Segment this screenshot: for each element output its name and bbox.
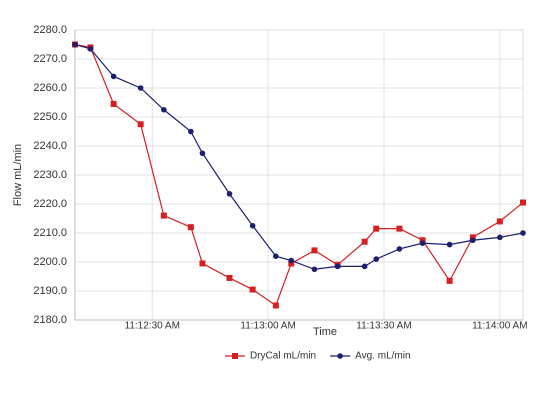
data-point <box>110 100 117 107</box>
legend-marker <box>232 353 238 359</box>
data-point <box>520 199 526 206</box>
data-point <box>311 266 318 273</box>
data-point <box>497 234 503 241</box>
data-point <box>137 121 144 128</box>
data-point <box>361 263 368 270</box>
y-tick-label: 2280.0 <box>33 24 67 36</box>
data-point <box>288 260 295 267</box>
y-tick-label: 2230.0 <box>33 169 67 181</box>
data-point <box>226 191 233 197</box>
data-point <box>469 234 476 241</box>
data-point <box>396 225 403 232</box>
data-point <box>272 302 279 309</box>
y-tick-label: 2220.0 <box>33 198 67 210</box>
data-point <box>160 212 167 219</box>
data-point <box>419 237 426 244</box>
data-point <box>199 260 206 267</box>
data-point <box>288 257 295 264</box>
data-point <box>161 106 167 113</box>
data-point <box>419 240 426 246</box>
data-point <box>110 73 117 80</box>
x-tick-label: 11:13:30 AM <box>356 321 411 332</box>
x-axis-title: Time <box>313 326 337 338</box>
y-tick-label: 2180.0 <box>33 314 67 326</box>
data-point <box>273 253 279 259</box>
data-point <box>446 277 453 284</box>
data-point <box>249 222 256 229</box>
data-point <box>188 128 194 135</box>
data-point <box>469 237 476 244</box>
data-point <box>72 41 78 48</box>
data-point <box>87 46 94 52</box>
y-tick-label: 2250.0 <box>33 111 67 123</box>
data-point <box>199 150 206 157</box>
x-tick-label: 11:13:00 AM <box>240 321 295 332</box>
data-point <box>373 225 380 232</box>
data-point <box>226 274 233 281</box>
data-point <box>334 263 341 270</box>
data-point <box>361 238 368 245</box>
legend-marker <box>337 353 343 359</box>
legend-label: Avg. mL/min <box>355 351 410 362</box>
data-point <box>187 224 194 231</box>
data-point <box>396 246 403 252</box>
data-point <box>373 256 380 262</box>
y-tick-label: 2190.0 <box>33 285 67 297</box>
y-tick-label: 2210.0 <box>33 227 67 239</box>
y-tick-label: 2200.0 <box>33 256 67 268</box>
y-tick-label: 2260.0 <box>33 82 67 94</box>
data-point <box>311 247 318 254</box>
data-point <box>520 230 526 236</box>
x-tick-label: 11:12:30 AM <box>125 321 180 332</box>
legend-label: DryCal mL/min <box>250 351 316 362</box>
y-tick-label: 2270.0 <box>33 53 67 65</box>
data-point <box>446 241 453 248</box>
x-tick-label: 11:14:00 AM <box>472 321 527 332</box>
data-point <box>249 286 256 293</box>
data-point <box>137 85 144 91</box>
y-tick-label: 2240.0 <box>33 140 67 152</box>
data-point <box>496 218 503 225</box>
y-axis-title: Flow mL/min <box>12 144 24 206</box>
series-line <box>74 43 524 270</box>
